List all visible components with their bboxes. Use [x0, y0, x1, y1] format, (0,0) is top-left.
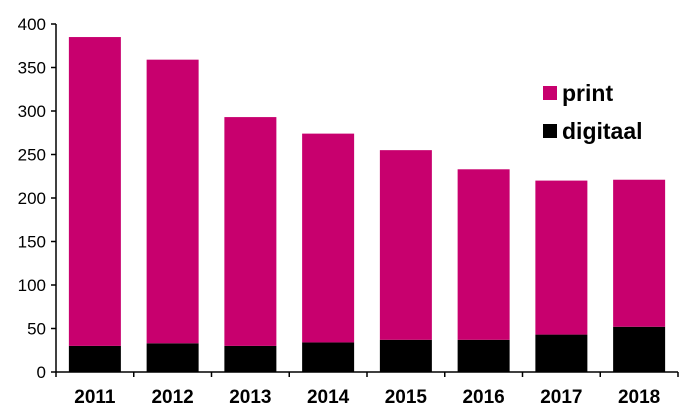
y-tick-label: 200: [18, 189, 46, 208]
bar-digitaal-2012: [146, 343, 199, 372]
x-tick-label-2016: 2016: [462, 387, 504, 408]
bar-print-2016: [457, 169, 510, 340]
bar-digitaal-2017: [535, 334, 588, 372]
y-tick-label: 350: [18, 59, 46, 78]
x-tick-label-2015: 2015: [385, 387, 428, 408]
bar-print-2014: [302, 133, 355, 343]
bar-digitaal-2013: [224, 345, 277, 372]
bar-print-2011: [68, 37, 121, 346]
y-tick-labels: 0 50 100 150 200 250 300 350 400: [18, 15, 46, 382]
x-tick-label-2014: 2014: [307, 387, 350, 408]
y-tick-label: 100: [18, 276, 46, 295]
y-tick-label: 150: [18, 233, 46, 252]
x-tick-labels: 2011 2012 2013 2014 2015 2016 2017 2018: [74, 387, 660, 408]
bar-print-2018: [613, 179, 666, 327]
x-tick-label-2012: 2012: [151, 387, 193, 408]
bar-digitaal-2015: [379, 339, 432, 372]
legend: print digitaal: [533, 74, 657, 152]
x-tick-label-2013: 2013: [229, 387, 271, 408]
x-tick-label-2018: 2018: [618, 387, 660, 408]
x-tick-label-2017: 2017: [540, 387, 582, 408]
bar-print-2015: [379, 150, 432, 340]
bar-print-2012: [146, 59, 199, 344]
legend-label-digitaal: digitaal: [562, 118, 643, 144]
legend-label-print: print: [562, 80, 613, 106]
bar-digitaal-2018: [613, 326, 666, 372]
x-tick-label-2011: 2011: [74, 387, 116, 408]
legend-swatch-digitaal: [543, 124, 557, 138]
bar-print-2017: [535, 180, 588, 335]
y-tick-label: 400: [18, 15, 46, 34]
bar-digitaal-2016: [457, 339, 510, 372]
bar-digitaal-2014: [302, 342, 355, 372]
legend-swatch-print: [543, 86, 557, 100]
bar-print-2013: [224, 117, 277, 346]
y-tick-label: 300: [18, 102, 46, 121]
y-tick-label: 0: [37, 363, 46, 382]
y-tick-label: 250: [18, 146, 46, 165]
bar-digitaal-2011: [68, 345, 121, 372]
y-tick-label: 50: [27, 320, 46, 339]
bars: [68, 37, 666, 372]
